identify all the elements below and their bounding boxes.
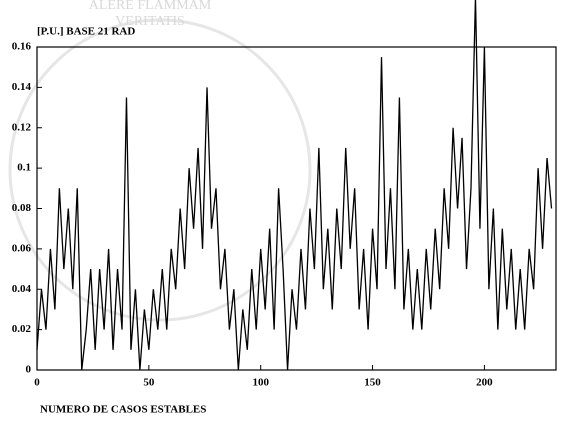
data-line bbox=[36, 0, 553, 371]
y-tick-label: 0.08 bbox=[12, 202, 32, 214]
x-tick-label: 200 bbox=[476, 377, 493, 389]
y-tick-label: 0 bbox=[26, 364, 32, 376]
x-tick-label: 0 bbox=[34, 377, 40, 389]
x-tick-label: 150 bbox=[364, 377, 381, 389]
y-tick-label: 0.1 bbox=[17, 162, 31, 174]
y-tick-label: 0.14 bbox=[12, 81, 32, 93]
x-axis-label: NUMERO DE CASOS ESTABLES bbox=[40, 404, 206, 416]
y-tick-label: 0.06 bbox=[12, 242, 32, 254]
y-tick-label: 0.02 bbox=[12, 323, 32, 335]
watermark-seal bbox=[8, 18, 312, 322]
chart-title: [P.U.] BASE 21 RAD bbox=[37, 26, 135, 38]
y-tick-label: 0.16 bbox=[12, 41, 32, 53]
y-tick-label: 0.04 bbox=[12, 283, 32, 295]
watermark-text: ALERE FLAMMAM bbox=[89, 0, 212, 13]
x-tick-label: 100 bbox=[252, 377, 269, 389]
y-tick-label: 0.12 bbox=[12, 121, 32, 133]
watermark-text: VERITATIS bbox=[115, 14, 185, 29]
x-tick-label: 50 bbox=[143, 377, 155, 389]
